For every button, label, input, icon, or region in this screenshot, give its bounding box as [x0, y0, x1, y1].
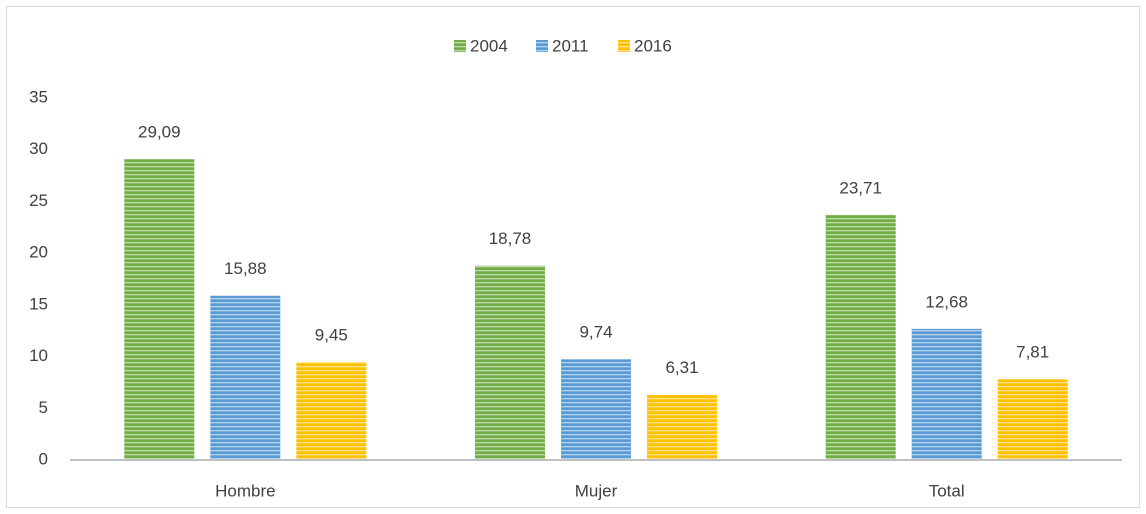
legend-label: 2011: [552, 36, 589, 55]
bar: [296, 362, 367, 460]
y-tick-label: 20: [29, 243, 48, 262]
y-tick-label: 10: [29, 346, 48, 365]
data-label: 7,81: [1016, 343, 1049, 362]
data-label: 6,31: [665, 358, 698, 377]
data-label: 15,88: [224, 259, 267, 278]
y-tick-label: 5: [39, 398, 48, 417]
bar: [997, 379, 1068, 460]
y-tick-label: 35: [29, 87, 48, 106]
bar: [647, 394, 717, 460]
legend: 2004 2011 2016: [454, 36, 672, 55]
bar: [475, 265, 545, 460]
bar: [911, 328, 982, 460]
y-tick-label: 15: [29, 294, 48, 313]
legend-swatch: [454, 40, 466, 52]
y-tick-label: 25: [29, 191, 48, 210]
y-tick-label: 30: [29, 139, 48, 158]
bar: [210, 295, 281, 460]
legend-label: 2016: [634, 36, 672, 55]
data-label: 29,09: [138, 123, 181, 142]
data-label: 23,71: [839, 178, 882, 197]
legend-swatch: [536, 40, 548, 52]
x-tick-label: Total: [929, 481, 965, 500]
bar: [825, 214, 896, 460]
data-label: 12,68: [925, 292, 968, 311]
legend-label: 2004: [470, 36, 508, 55]
bar: [124, 159, 195, 460]
data-label: 9,74: [579, 323, 612, 342]
data-label: 18,78: [489, 229, 532, 248]
bar: [561, 359, 631, 460]
y-tick-label: 0: [39, 449, 48, 468]
legend-swatch: [618, 40, 630, 52]
x-tick-label: Mujer: [575, 481, 618, 500]
x-tick-label: Hombre: [215, 481, 275, 500]
data-label: 9,45: [315, 326, 348, 345]
